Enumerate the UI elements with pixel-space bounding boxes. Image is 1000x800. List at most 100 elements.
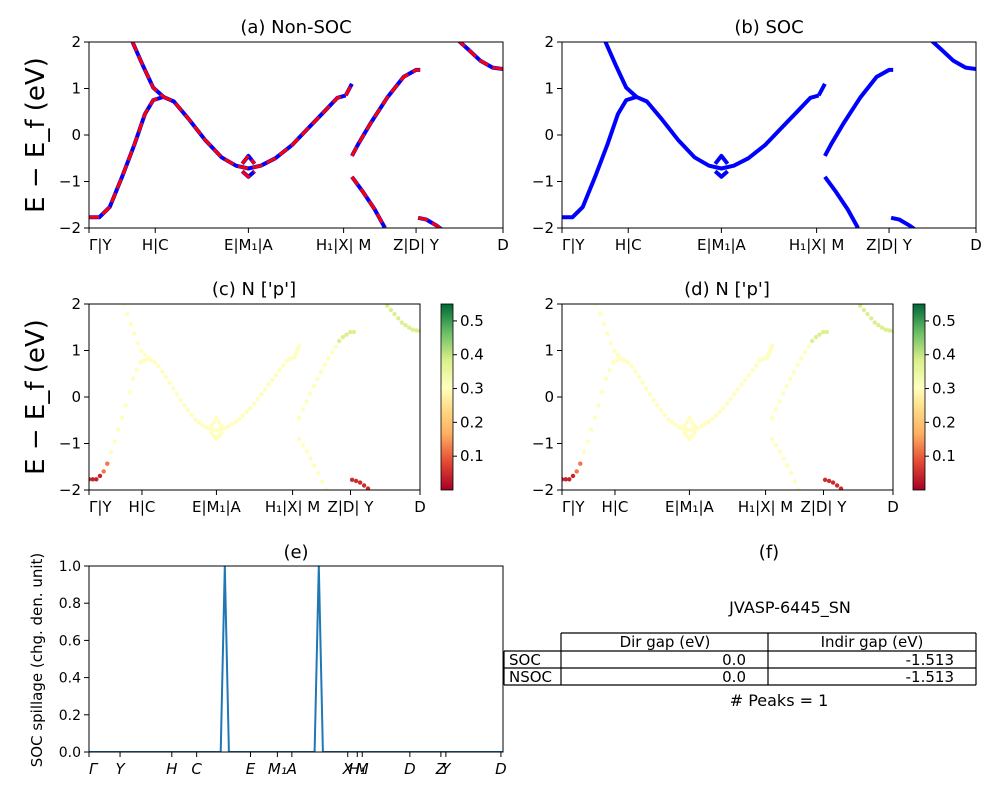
projection-point [322, 362, 327, 368]
x-tick-label: D [495, 760, 507, 778]
band-line [713, 169, 729, 179]
projection-point [644, 386, 649, 391]
projection-point [119, 415, 125, 420]
projection-point [574, 469, 579, 474]
projection-point [578, 461, 583, 466]
projection-point [692, 431, 697, 436]
y-tick-label: −2 [532, 481, 554, 499]
peaks-label: # Peaks = 1 [730, 691, 829, 710]
y-tick-label: −2 [59, 481, 81, 499]
projection-point [887, 328, 892, 333]
projection-point [214, 436, 219, 442]
projection-point [594, 304, 599, 307]
projection-point [381, 300, 385, 304]
x-tick-label: Γ|Y [562, 236, 585, 254]
projection-point [788, 470, 794, 476]
projection-point [105, 461, 110, 466]
projection-point [872, 320, 877, 325]
projection-point [640, 380, 645, 385]
projection-point [619, 356, 624, 362]
projection-point [121, 304, 126, 307]
x-tick-label: D [404, 760, 416, 778]
projection-point [200, 422, 205, 428]
x-tick-label: D [414, 498, 426, 516]
x-tick-label: E|M₁|A [192, 498, 242, 516]
projection-point [240, 413, 246, 418]
band-line-dashed [350, 68, 421, 157]
projection-point [562, 477, 565, 482]
panel-e-title: (e) [283, 542, 308, 563]
projection-point [284, 358, 290, 363]
projection-point [589, 427, 594, 432]
projection-point [658, 407, 664, 413]
projection-point [647, 392, 653, 397]
table-header-dir: Dir gap (eV) [620, 633, 711, 651]
projection-point [682, 431, 687, 436]
projection-point [608, 341, 614, 346]
x-tick-label: D [887, 498, 899, 516]
projection-point [94, 477, 99, 482]
y-tick-label: 0.6 [59, 633, 81, 649]
x-tick-label: E|M₁|A [697, 236, 747, 254]
projection-point [684, 427, 689, 432]
x-tick-label: Z|D| Y [801, 498, 848, 516]
table-cell-dir: 0.0 [722, 651, 746, 669]
projection-point [728, 396, 733, 402]
projection-point [319, 479, 325, 484]
projection-point [838, 486, 844, 490]
projection-point [810, 338, 815, 344]
projection-point [417, 328, 420, 334]
projection-point [138, 359, 143, 365]
projection-point [633, 369, 638, 374]
projection-point [146, 356, 151, 362]
x-tick-label: Z|D| Y [328, 498, 375, 516]
projection-point [796, 487, 801, 490]
projection-point [611, 359, 616, 365]
band-line-dashed [89, 94, 347, 219]
band-line-dashed [241, 153, 256, 165]
projection-point [605, 331, 610, 336]
x-tick-label: H₁|X| M [265, 498, 320, 516]
panel-c-plot: 2 1 0 −1 −2 Γ|Y H|C E|M₁|A H₁|X| M Z|D| Y D [59, 295, 426, 516]
projection-point [255, 396, 260, 402]
projection-point [817, 332, 822, 337]
projection-point [311, 383, 316, 389]
projection-point [770, 436, 775, 442]
projection-point [688, 428, 693, 433]
band-line [930, 42, 976, 71]
projection-point [307, 391, 313, 396]
projection-point [125, 311, 130, 317]
projection-point [669, 420, 675, 425]
projection-point [160, 369, 165, 374]
projection-point [600, 389, 605, 395]
projection-point [822, 477, 828, 482]
x-tick-label: M₁ [268, 760, 287, 778]
projection-point [297, 436, 302, 442]
projection-point [788, 376, 793, 382]
projection-point [392, 311, 397, 317]
table-cell-indir: -1.513 [906, 668, 954, 686]
colorbar-tick-label: 0.5 [460, 312, 484, 330]
projection-point [795, 362, 800, 368]
x-tick-label: Z [435, 760, 447, 778]
panel-a-plot: 2 1 0 −1 −2 Γ|Y H|C E|M₁|A H₁|X| M Z|D| Y D [59, 33, 509, 254]
x-tick-label: Γ [89, 760, 99, 778]
projection-point [365, 486, 371, 490]
projection-point [854, 300, 858, 304]
projection-point [182, 402, 187, 408]
band-line-dashed [131, 42, 165, 99]
x-tick-label: Γ|Y [562, 498, 585, 516]
projection-point [858, 304, 863, 308]
projection-point [403, 323, 408, 328]
projection-point [323, 487, 328, 490]
projection-point [802, 350, 808, 355]
colorbar-tick-label: 0.3 [932, 380, 956, 398]
x-tick-label: Y [115, 760, 126, 778]
projection-point [629, 364, 634, 369]
projection-point [739, 382, 744, 387]
spillage-line [89, 566, 503, 752]
projection-point [209, 423, 214, 428]
band-line [89, 93, 347, 220]
x-tick-label: Y [441, 760, 452, 778]
